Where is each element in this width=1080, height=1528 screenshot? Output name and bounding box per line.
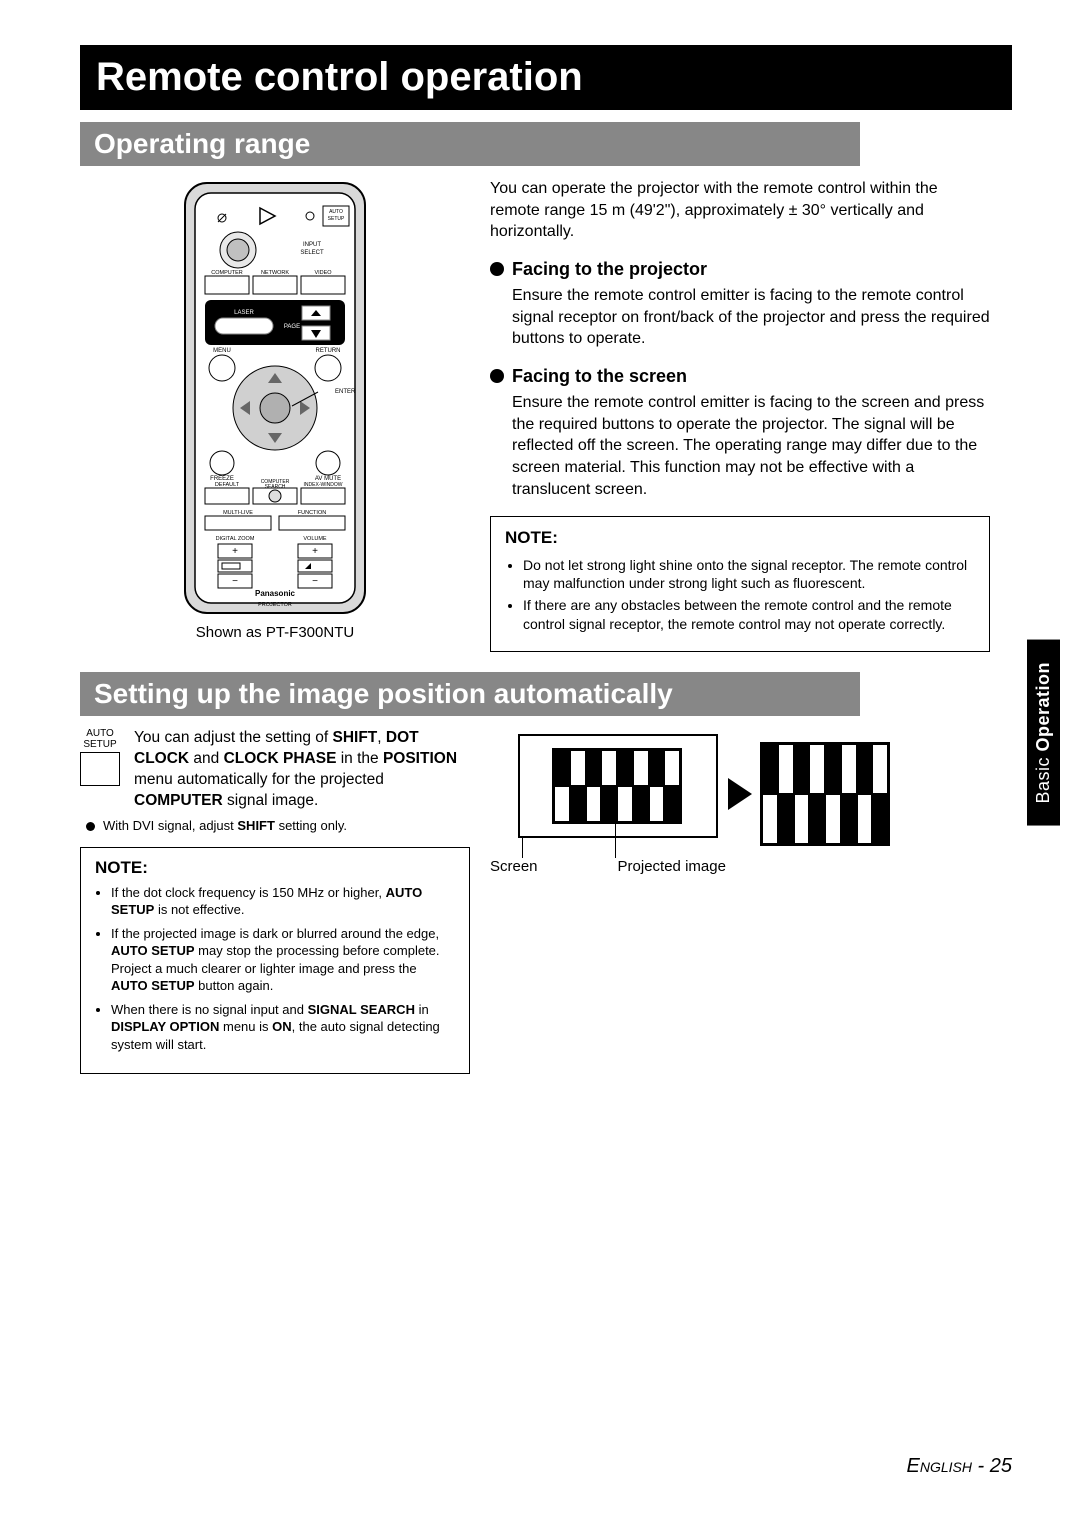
svg-text:VIDEO: VIDEO [314, 270, 332, 276]
footer-page-number: - 25 [972, 1455, 1012, 1477]
auto-setup-button-label: AUTO SETUP [80, 728, 120, 750]
note-title: NOTE: [95, 858, 455, 878]
svg-text:+: + [232, 546, 238, 557]
svg-text:COMPUTER: COMPUTER [211, 270, 243, 276]
svg-text:AUTO: AUTO [329, 209, 343, 215]
facing-screen-heading: Facing to the screen [490, 364, 990, 388]
footer-language: English [907, 1455, 972, 1477]
small-bullet-icon [86, 822, 95, 831]
svg-text:MULTI-LIVE: MULTI-LIVE [223, 510, 253, 516]
svg-text:SELECT: SELECT [300, 250, 324, 256]
auto-setup-button-figure: AUTO SETUP [80, 728, 120, 786]
facing-screen-text: Ensure the remote control emitter is fac… [512, 392, 990, 500]
auto-setup-description: You can adjust the setting of SHIFT, DOT… [134, 728, 470, 812]
section-header-auto-setup: Setting up the image position automatica… [80, 672, 860, 716]
bullet-dot-icon [490, 262, 504, 276]
svg-text:+: + [312, 546, 318, 557]
section-header-operating-range: Operating range [80, 122, 860, 166]
svg-text:NETWORK: NETWORK [261, 270, 289, 276]
svg-text:SEARCH: SEARCH [265, 484, 286, 490]
page-footer: English - 25 [907, 1455, 1013, 1478]
note-item: If the projected image is dark or blurre… [111, 925, 455, 995]
svg-text:−: − [312, 576, 318, 587]
svg-text:PAGE: PAGE [284, 324, 300, 330]
svg-text:VOLUME: VOLUME [303, 536, 327, 542]
diagram-label-projected: Projected image [618, 858, 726, 875]
svg-text:DIGITAL ZOOM: DIGITAL ZOOM [216, 536, 255, 542]
arrow-right-icon [728, 778, 752, 810]
remote-caption: Shown as PT-F300NTU [196, 624, 354, 641]
side-tab-basic-operation: Basic Operation [1027, 640, 1060, 826]
note-item: If there are any obstacles between the r… [523, 596, 975, 632]
remote-illustration: AUTO SETUP INPUT SELECT COMPUTER NETWORK… [180, 178, 370, 618]
svg-text:ENTER: ENTER [335, 389, 356, 395]
facing-projector-heading: Facing to the projector [490, 257, 990, 281]
svg-text:INDEX-WINDOW: INDEX-WINDOW [304, 482, 343, 488]
image-position-diagram [490, 734, 890, 854]
svg-text:−: − [232, 576, 238, 587]
svg-text:INPUT: INPUT [303, 242, 321, 248]
note-item: If the dot clock frequency is 150 MHz or… [111, 884, 455, 919]
diagram-label-screen: Screen [490, 858, 538, 875]
note-box-1: NOTE: Do not let strong light shine onto… [490, 516, 990, 652]
svg-text:FUNCTION: FUNCTION [298, 510, 326, 516]
svg-text:Panasonic: Panasonic [255, 589, 296, 598]
intro-text: You can operate the projector with the r… [490, 178, 990, 243]
note-box-2: NOTE: If the dot clock frequency is 150 … [80, 847, 470, 1075]
facing-projector-title: Facing to the projector [512, 257, 707, 281]
svg-text:SETUP: SETUP [328, 216, 345, 222]
svg-text:RETURN: RETURN [316, 348, 341, 354]
auto-setup-button-icon [80, 752, 120, 786]
svg-text:LASER: LASER [234, 310, 254, 316]
facing-screen-title: Facing to the screen [512, 364, 687, 388]
note-title: NOTE: [505, 527, 975, 550]
svg-text:DEFAULT: DEFAULT [215, 482, 240, 488]
facing-projector-text: Ensure the remote control emitter is fac… [512, 285, 990, 350]
svg-text:PROJECTOR: PROJECTOR [258, 602, 292, 608]
note-item: When there is no signal input and SIGNAL… [111, 1001, 455, 1054]
remote-control-figure: AUTO SETUP INPUT SELECT COMPUTER NETWORK… [80, 178, 470, 641]
dvi-note: With DVI signal, adjust SHIFT setting on… [86, 818, 470, 833]
page-title: Remote control operation [80, 45, 1012, 110]
svg-text:MENU: MENU [213, 348, 231, 354]
note-item: Do not let strong light shine onto the s… [523, 556, 975, 592]
bullet-dot-icon [490, 369, 504, 383]
